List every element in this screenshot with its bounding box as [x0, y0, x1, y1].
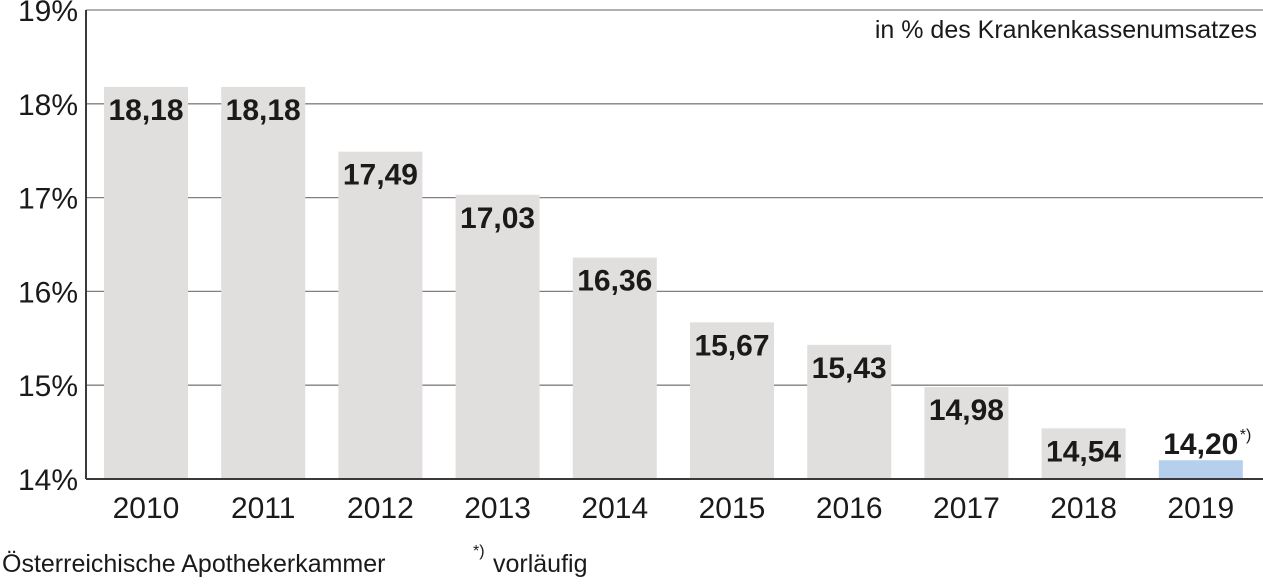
x-tick-label: 2013: [464, 492, 531, 525]
data-label: 15,67: [694, 329, 769, 362]
y-tick-label: 14%: [18, 464, 78, 497]
y-tick-label: 16%: [18, 276, 78, 309]
data-label: 14,20: [1163, 428, 1238, 461]
data-label: 16,36: [577, 265, 652, 298]
x-tick-label: 2015: [699, 492, 766, 525]
data-label: 18,18: [108, 94, 183, 127]
bar: [221, 86, 306, 479]
bar: [338, 151, 423, 479]
y-tick-label: 15%: [18, 370, 78, 403]
bar: [455, 194, 540, 479]
bar: [924, 387, 1009, 479]
footnote-marker: *): [473, 543, 485, 560]
data-label: 17,49: [343, 159, 418, 192]
bar: [572, 257, 657, 479]
bar: [1041, 428, 1126, 479]
y-tick-label: 19%: [18, 0, 78, 28]
x-tick-label: 2017: [933, 492, 1000, 525]
x-tick-label: 2012: [347, 492, 414, 525]
data-labels: 18,18 18,18 17,49 17,03 16,36 15,67 15,43 14,98…: [108, 94, 1251, 468]
unit-note: in % des Krankenkassenumsatzes: [875, 16, 1257, 44]
footnote-text: vorläufig: [493, 550, 588, 578]
x-tick-label: 2016: [816, 492, 883, 525]
x-tick-label: 2010: [113, 492, 180, 525]
data-label: 17,03: [460, 202, 535, 235]
data-label: 18,18: [226, 94, 301, 127]
y-tick-label: 18%: [18, 89, 78, 122]
bar: [1158, 460, 1243, 479]
bar: [104, 86, 188, 479]
data-label: 14,98: [929, 394, 1004, 427]
x-tick-label: 2019: [1167, 492, 1234, 525]
footer: Österreichische Apothekerkammer *) vorlä…: [2, 543, 588, 578]
axes: [85, 10, 1263, 480]
bar: [690, 322, 774, 479]
y-tick-labels: 14% 15% 16% 17% 18% 19%: [18, 0, 78, 497]
x-tick-label: 2018: [1050, 492, 1117, 525]
y-tick-label: 17%: [18, 183, 78, 216]
x-tick-labels: 2010 2011 2012 2013 2014 2015 2016 2017 2018 2019: [113, 492, 1235, 525]
x-tick-label: 2014: [581, 492, 648, 525]
data-label: 14,54: [1046, 435, 1121, 468]
source-text: Österreichische Apothekerkammer: [2, 550, 385, 578]
data-label: 15,43: [812, 352, 887, 385]
bars: [104, 86, 1243, 479]
bar: [807, 344, 892, 479]
data-label-footnote-marker: *): [1240, 427, 1252, 444]
x-tick-label: 2011: [231, 492, 296, 525]
